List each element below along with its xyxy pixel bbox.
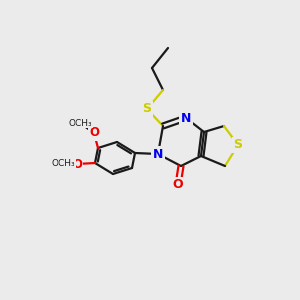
Text: N: N <box>153 148 163 160</box>
Text: S: S <box>233 139 242 152</box>
Text: O: O <box>72 158 82 170</box>
Text: N: N <box>181 112 191 124</box>
Text: OCH₃: OCH₃ <box>51 160 75 169</box>
Text: O: O <box>173 178 183 191</box>
Text: O: O <box>89 127 99 140</box>
Text: S: S <box>142 103 152 116</box>
Text: OCH₃: OCH₃ <box>68 118 92 127</box>
